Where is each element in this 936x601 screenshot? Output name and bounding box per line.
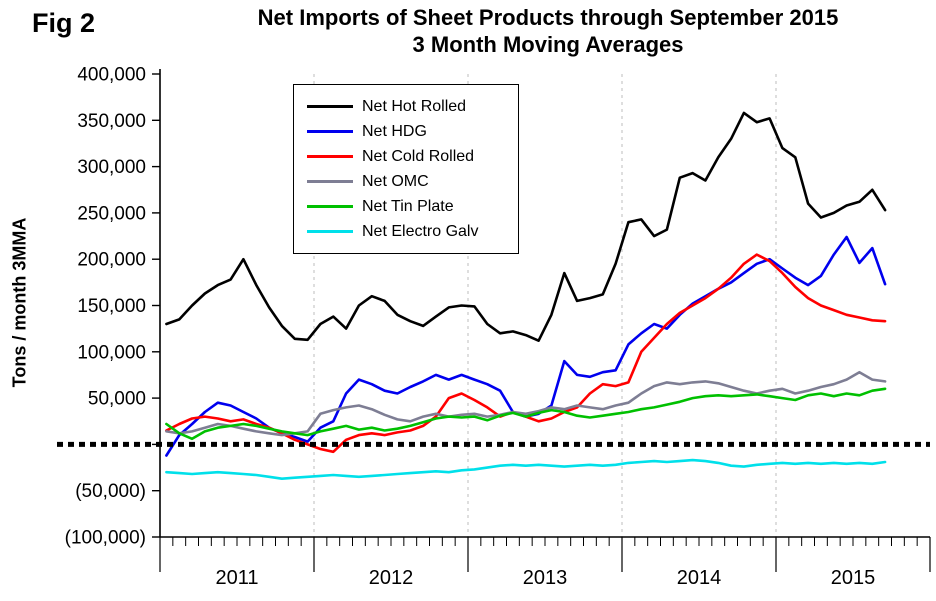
year-label: 2014 [677,567,722,589]
y-tick-label: 250,000 [77,203,146,224]
legend-item-net-electro-galv: Net Electro Galv [307,219,518,244]
legend-line-swatch-net-tin-plate [307,205,353,208]
legend-item-net-hdg: Net HDG [307,119,518,144]
legend-line-swatch-net-hot-rolled [307,105,353,108]
y-tick-label: 400,000 [77,65,146,86]
y-tick-label: 50,000 [88,389,146,410]
legend-label-net-tin-plate: Net Tin Plate [362,197,454,215]
chart-title: Net Imports of Sheet Products through Se… [160,4,936,58]
legend-item-net-omc: Net OMC [307,169,518,194]
y-tick-label: 300,000 [77,157,146,178]
series-line-net-hot-rolled [165,111,887,343]
legend-item-net-tin-plate: Net Tin Plate [307,194,518,219]
year-label: 2013 [523,567,568,589]
series-line-net-cold-rolled [165,253,887,454]
series-line-net-omc [165,370,887,437]
legend-line-swatch-net-electro-galv [307,230,353,233]
legend-label-net-electro-galv: Net Electro Galv [362,222,479,240]
y-tick-label: 150,000 [77,296,146,317]
series-line-net-electro-galv [165,458,887,481]
legend-line-swatch-net-omc [307,180,353,183]
y-tick-label: 200,000 [77,250,146,271]
series-line-net-tin-plate [165,387,887,441]
legend-item-net-cold-rolled: Net Cold Rolled [307,144,518,169]
y-tick-label: (50,000) [75,481,146,502]
figure-label: Fig 2 [32,8,96,38]
legend-line-swatch-net-cold-rolled [307,155,353,158]
chart-title-line1: Net Imports of Sheet Products through Se… [257,5,839,30]
year-label: 2012 [369,567,414,589]
legend-label-net-hot-rolled: Net Hot Rolled [362,97,467,115]
legend-label-net-hdg: Net HDG [362,122,427,140]
year-label: 2015 [831,567,876,589]
year-label: 2011 [215,567,258,589]
legend: Net Hot Rolled Net HDG Net Cold Rolled Net … [293,84,519,254]
y-tick-label: 350,000 [77,111,146,132]
legend-label-net-omc: Net OMC [362,172,429,190]
y-tick-label: (100,000) [65,528,146,549]
legend-label-net-cold-rolled: Net Cold Rolled [362,147,475,165]
legend-line-swatch-net-hdg [307,130,353,133]
legend-item-net-hot-rolled: Net Hot Rolled [307,94,518,119]
y-tick-label: 100,000 [77,342,146,363]
chart-title-line2: 3 Month Moving Averages [412,32,684,57]
